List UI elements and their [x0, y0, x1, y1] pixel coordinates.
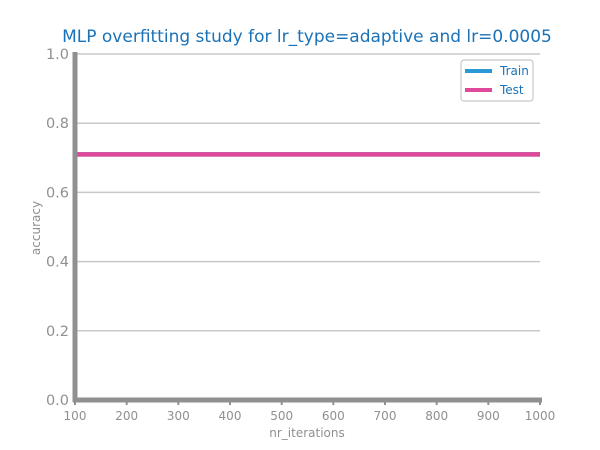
y-tick-label: 0.2	[46, 324, 69, 340]
x-tick-label: 800	[425, 409, 448, 423]
y-tick-label: 0.8	[46, 116, 69, 132]
y-tick-label: 0.6	[46, 185, 69, 201]
grid-lines	[75, 53, 540, 332]
legend-label-train: Train	[499, 64, 529, 78]
x-tick-label: 1000	[525, 409, 556, 423]
chart-title: MLP overfitting study for lr_type=adapti…	[62, 27, 552, 47]
legend: Train Test	[460, 59, 534, 102]
x-tick-label: 400	[219, 409, 242, 423]
x-tick-label: 600	[322, 409, 345, 423]
x-tick-label: 700	[374, 409, 397, 423]
legend-label-test: Test	[499, 83, 524, 97]
x-tick-label: 100	[64, 409, 87, 423]
x-tick-label: 300	[167, 409, 190, 423]
y-axis-label: accuracy	[29, 201, 43, 255]
x-tick-label: 900	[477, 409, 500, 423]
x-tick-label: 200	[115, 409, 138, 423]
x-axis-label: nr_iterations	[269, 426, 345, 440]
x-tick-labels: 100 200 300 400 500 600 700 800 900 1000	[64, 409, 556, 423]
axes	[72, 52, 542, 405]
y-tick-label: 0.4	[46, 255, 69, 271]
y-tick-labels: 0.0 0.2 0.4 0.6 0.8 1.0	[46, 47, 69, 409]
y-tick-label: 0.0	[46, 393, 69, 409]
y-tick-label: 1.0	[46, 47, 69, 63]
x-tick-label: 500	[270, 409, 293, 423]
